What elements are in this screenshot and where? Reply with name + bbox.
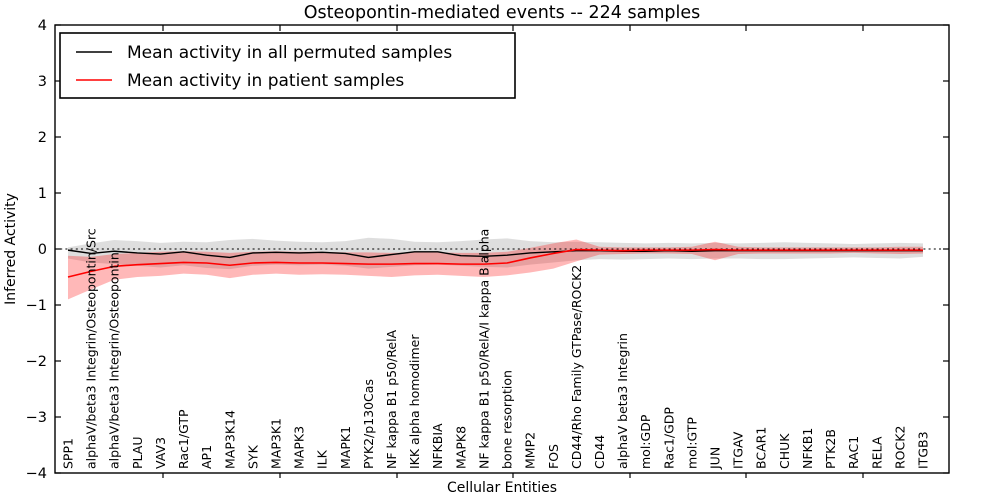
y-axis-label: Inferred Activity	[3, 193, 19, 305]
x-category-label: FOS	[546, 444, 561, 469]
x-category-label: MAP3K14	[222, 410, 237, 469]
y-tick-label: −4	[26, 466, 47, 482]
y-tick-label: 2	[38, 130, 47, 146]
legend-label-permuted-samples: Mean activity in all permuted samples	[127, 43, 452, 63]
x-category-label: VAV3	[153, 437, 168, 469]
y-tick-label: −2	[26, 354, 47, 370]
x-category-label: NF kappa B1 p50/RelA	[384, 329, 399, 469]
x-category-label: CD44/Rho Family GTPase/ROCK2	[569, 265, 584, 469]
y-tick-label: −1	[26, 298, 47, 314]
x-axis-label: Cellular Entities	[447, 480, 557, 496]
x-category-label: Rac1/GTP	[176, 409, 191, 469]
band-series-0	[68, 237, 923, 270]
x-category-label: ITGAV	[731, 431, 746, 469]
chart-layer: 4 3 2 1 0 −1 −2 −3 −4 SPP1 alphaV/beta3 Integrin/O…	[26, 18, 950, 482]
x-category-label: MAPK3	[292, 426, 307, 469]
y-tick-label: 0	[38, 242, 47, 258]
x-category-label: MAP3K1	[268, 418, 283, 469]
y-tick-label: 3	[38, 74, 47, 90]
x-category-label: MAPK1	[338, 426, 353, 469]
y-tick-label: 4	[38, 18, 47, 34]
x-category-label: RAC1	[846, 436, 861, 469]
x-category-label: alphaV/beta3 Integrin/Osteopontin/Src	[84, 228, 99, 469]
y-tick-label: −3	[26, 410, 47, 426]
line-series-1	[67, 248, 923, 278]
x-category-label: ROCK2	[892, 426, 907, 469]
chart-title: Osteopontin-mediated events -- 224 sampl…	[304, 3, 701, 23]
x-category-label: SYK	[245, 444, 260, 469]
x-category-label: bone resorption	[500, 370, 515, 469]
x-category-label: JUN	[708, 447, 723, 470]
x-category-label: CD44	[592, 435, 607, 469]
x-category-label: PLAU	[130, 437, 145, 470]
x-category-label: mol:GTP	[684, 417, 699, 469]
x-category-label: PTK2B	[823, 429, 838, 469]
x-category-label: SPP1	[61, 438, 76, 469]
x-category-label: ITGB3	[915, 431, 930, 469]
x-category-label: IKK alpha homodimer	[407, 334, 422, 469]
legend-label-patient-samples: Mean activity in patient samples	[127, 71, 404, 91]
x-category-label: ILK	[315, 449, 330, 469]
x-category-label: AP1	[199, 445, 214, 469]
x-category-label: BCAR1	[754, 427, 769, 469]
x-category-label: NF kappa B1 p50/RelA/I kappa B alpha	[476, 229, 491, 469]
x-category-label: mol:GDP	[638, 414, 653, 469]
x-category-label: MAPK8	[453, 426, 468, 469]
x-category-label: NFKBIA	[430, 423, 445, 469]
legend: Mean activity in all permuted samples Me…	[59, 32, 516, 99]
x-category-label: Rac1/GDP	[661, 407, 676, 469]
x-category-label: alphaV beta3 Integrin	[615, 333, 630, 469]
band-series-1	[68, 239, 923, 300]
x-category-label: NFKB1	[800, 428, 815, 469]
x-category-label: RELA	[869, 436, 884, 469]
x-category-label: alphaV/beta3 Integrin/Osteopontin	[107, 252, 122, 469]
x-category-label: PYK2/p130Cas	[361, 379, 376, 469]
x-category-label: MMP2	[523, 432, 538, 469]
y-tick-label: 1	[38, 186, 47, 202]
x-category-label: CHUK	[777, 433, 792, 469]
legend-frame	[59, 32, 516, 99]
